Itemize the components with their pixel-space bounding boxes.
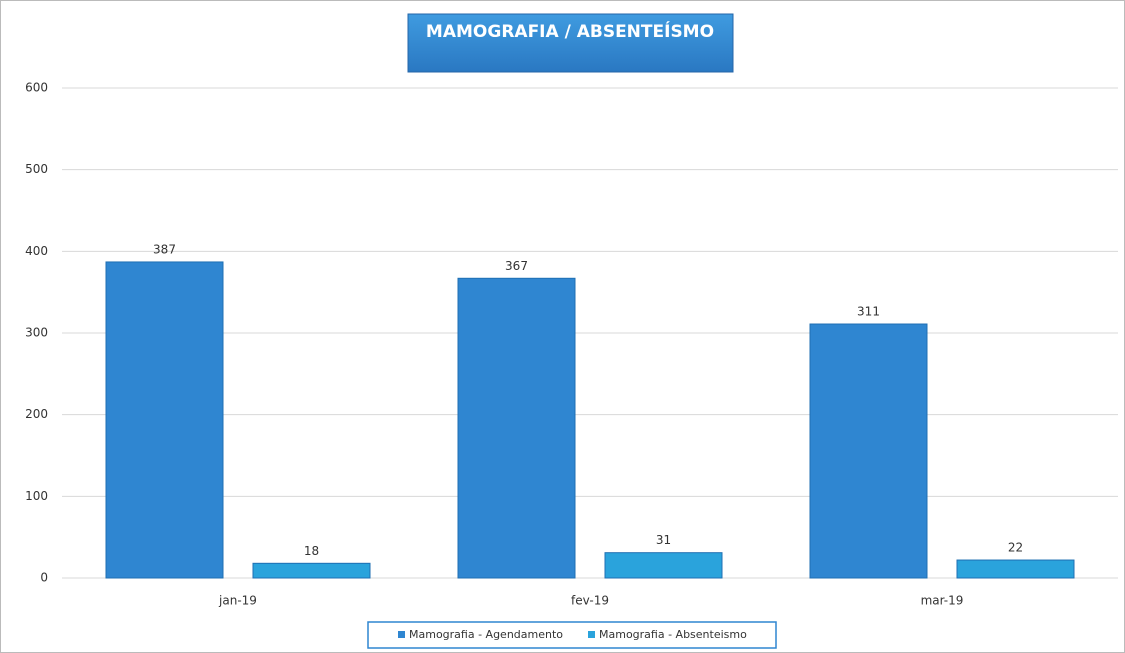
y-tick-label: 200 (25, 407, 48, 421)
bar (604, 552, 723, 579)
legend-label: Mamografia - Absenteismo (599, 628, 747, 641)
y-tick-label: 600 (25, 81, 48, 95)
x-tick-label: jan-19 (218, 594, 257, 608)
y-tick-label: 0 (40, 571, 48, 585)
data-label: 31 (656, 533, 671, 547)
data-label: 387 (153, 242, 176, 256)
data-label: 18 (304, 544, 319, 558)
data-label: 22 (1008, 541, 1023, 555)
legend-box (367, 621, 777, 649)
y-tick-label: 300 (25, 326, 48, 340)
bar (809, 323, 928, 579)
bar (457, 277, 576, 579)
data-label: 311 (857, 305, 880, 319)
x-tick-label: mar-19 (921, 594, 964, 608)
bar (956, 559, 1075, 579)
bar (105, 261, 224, 579)
legend-swatch (588, 631, 595, 638)
y-tick-label: 500 (25, 162, 48, 176)
bar (252, 562, 371, 579)
chart-title: MAMOGRAFIA / ABSENTEÍSMO (426, 20, 714, 42)
y-tick-label: 100 (25, 489, 48, 503)
data-label: 367 (505, 259, 528, 273)
legend-label: Mamografia - Agendamento (409, 628, 563, 641)
legend-swatch (398, 631, 405, 638)
x-tick-label: fev-19 (571, 594, 609, 608)
y-tick-label: 400 (25, 244, 48, 258)
title-box (407, 13, 734, 73)
